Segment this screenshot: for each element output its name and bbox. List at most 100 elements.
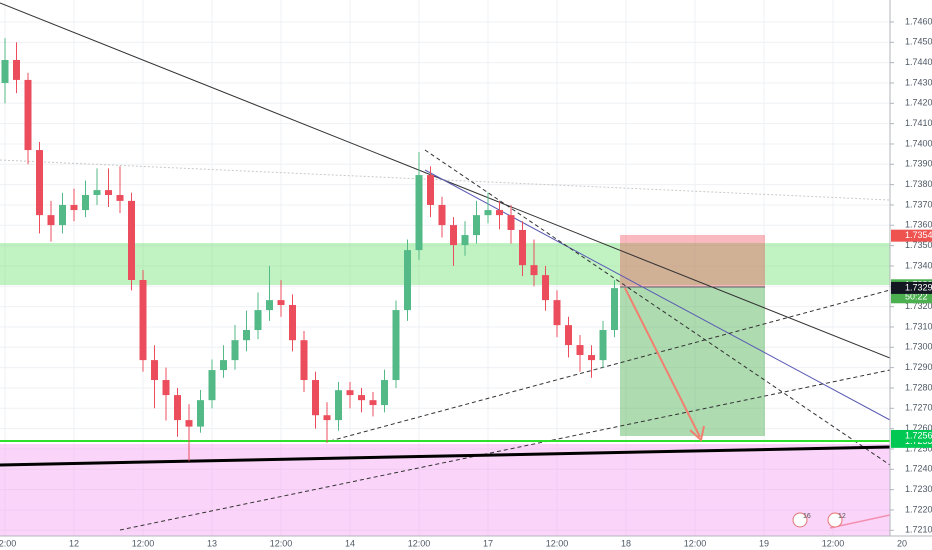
candle-body	[151, 360, 159, 381]
candle-body	[1, 59, 9, 83]
candle-body	[599, 330, 607, 361]
events: 16 12	[792, 512, 846, 528]
y-tick-label: 1.74300	[905, 77, 932, 87]
y-tick-label: 1.73700	[905, 199, 932, 209]
arrow-head	[689, 425, 705, 442]
candle-body	[24, 79, 32, 151]
candle-body	[174, 395, 182, 421]
y-tick-label: 1.72500	[905, 443, 932, 453]
candle-body	[438, 204, 446, 226]
countdown-tag	[891, 291, 932, 304]
y-tick-label: 1.72700	[905, 403, 932, 413]
price-axis	[890, 0, 932, 550]
y-tick-label: 1.72800	[905, 382, 932, 392]
candle-body	[496, 210, 504, 216]
x-tick-label: 18	[621, 538, 631, 548]
candle-body	[404, 250, 412, 311]
y-tick-label: 1.74000	[905, 138, 932, 148]
event-label: 12	[838, 513, 846, 520]
trend-line	[119, 369, 891, 531]
candle-body	[335, 390, 343, 421]
x-tick-label: 12:00	[0, 538, 16, 548]
candle-body	[93, 190, 101, 196]
candle-body	[588, 355, 596, 361]
y-tick-label: 1.73000	[905, 342, 932, 352]
countdown-label: 50:22	[905, 292, 928, 302]
x-tick-label: 12:00	[546, 538, 569, 548]
event-label: 16	[803, 513, 811, 520]
y-tick-label: 1.73100	[905, 321, 932, 331]
candle-body	[358, 395, 366, 401]
trend-line	[0, 445, 891, 467]
y-tick-label: 1.73200	[905, 301, 932, 311]
candle-body	[254, 310, 262, 331]
candle-body	[277, 300, 285, 306]
candle-body	[450, 225, 458, 246]
candle-body	[312, 380, 320, 416]
y-tick-label: 1.74500	[905, 37, 932, 47]
candle-body	[427, 175, 435, 205]
candle-body	[243, 330, 251, 341]
y-tick-label: 1.74100	[905, 118, 932, 128]
x-tick-label: 12	[69, 538, 79, 548]
x-tick-label: 20	[897, 538, 907, 548]
candles	[1, 38, 619, 462]
price-tag	[891, 229, 932, 242]
x-tick-label: 14	[345, 538, 355, 548]
candle-body	[208, 370, 216, 401]
support-zone	[0, 243, 890, 285]
candle-body	[565, 325, 573, 346]
price-tag	[891, 429, 932, 442]
candle-body	[473, 215, 481, 236]
candle-body	[576, 345, 584, 356]
candle-body	[507, 215, 515, 230]
candle-body	[128, 200, 136, 280]
x-tick-label: 19	[759, 538, 769, 548]
y-tick-label: 1.74600	[905, 16, 932, 26]
y-tick-label: 1.72600	[905, 423, 932, 433]
y-tick-label: 1.72400	[905, 464, 932, 474]
trend-line	[329, 289, 891, 442]
price-tag-label: 1.73292	[905, 282, 932, 292]
y-tick-label: 1.74400	[905, 57, 932, 67]
candle-body	[139, 279, 147, 361]
candle-body	[105, 190, 113, 196]
y-tick-label: 1.73500	[905, 240, 932, 250]
y-tick-label: 1.72200	[905, 504, 932, 514]
demand-zone	[0, 444, 890, 536]
y-tick-label: 1.73600	[905, 220, 932, 230]
candle-body	[519, 229, 527, 266]
x-tick-label: 12:00	[822, 538, 845, 548]
candle-body	[13, 59, 21, 80]
candle-body	[82, 195, 90, 211]
y-tick-label: 1.74200	[905, 98, 932, 108]
candle-body	[36, 150, 44, 216]
trend-line	[424, 149, 891, 466]
y-tick-label: 1.72100	[905, 525, 932, 535]
candle-body	[611, 288, 619, 331]
candle-body	[70, 204, 78, 211]
candle-body	[530, 265, 538, 276]
candle-body	[346, 390, 354, 396]
candle-body	[220, 360, 228, 371]
y-tick-label: 1.73400	[905, 260, 932, 270]
price-tag-label: 1.73549	[905, 230, 932, 240]
y-tick-label: 1.72300	[905, 484, 932, 494]
x-tick-label: 12:00	[132, 538, 155, 548]
arrow	[624, 287, 701, 438]
candle-body	[266, 300, 274, 311]
candle-body	[392, 310, 400, 381]
stop-zone	[620, 235, 765, 287]
candle-body	[162, 380, 170, 396]
candle-body	[542, 275, 550, 301]
x-tick-label: 12:00	[408, 538, 431, 548]
y-tick-label: 1.73800	[905, 179, 932, 189]
candle-body	[461, 235, 469, 246]
candle-body	[59, 204, 67, 226]
candle-body	[289, 305, 297, 341]
x-tick-label: 17	[483, 538, 493, 548]
axes: 1.72100 1.72200 1.72300 1.72400 1.72500 1.726…	[0, 16, 932, 548]
trend-line	[829, 514, 891, 529]
candle-body	[185, 420, 193, 427]
